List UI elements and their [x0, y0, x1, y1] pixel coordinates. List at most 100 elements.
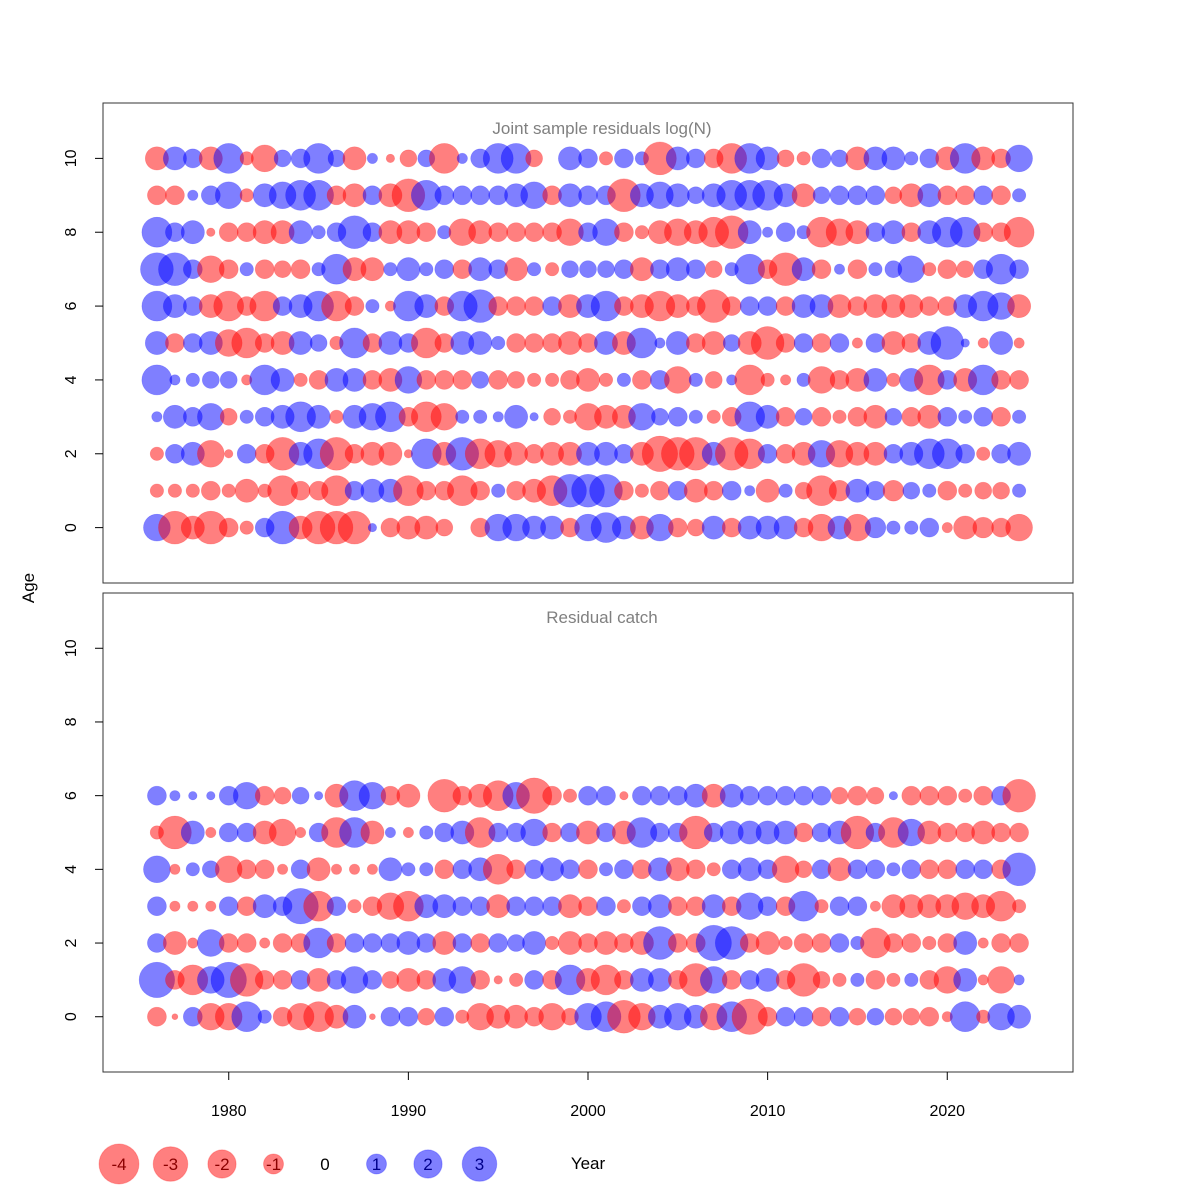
residual-bubble [452, 933, 473, 953]
y-tick-label: 8 [63, 228, 80, 237]
residual-bubble [165, 333, 185, 353]
residual-bubble [231, 1001, 263, 1033]
residual-bubble [185, 372, 200, 387]
residual-bubble [654, 337, 666, 349]
residual-bubble [847, 185, 868, 206]
residual-bubble [863, 441, 888, 466]
residual-bubble [886, 862, 901, 877]
x-tick-label: 1980 [211, 1103, 247, 1120]
residual-bubble [704, 371, 723, 389]
residual-bubble [344, 296, 365, 316]
residual-bubble [755, 478, 780, 503]
residual-bubble [917, 404, 942, 429]
residual-bubble [493, 975, 503, 985]
residual-bubble [776, 149, 795, 168]
residual-bubble [385, 153, 395, 163]
legend-label: -3 [163, 1155, 178, 1174]
x-tick-label: 1990 [391, 1103, 427, 1120]
residual-bubble [293, 372, 308, 387]
residual-bubble [794, 860, 813, 879]
residual-bubble [428, 143, 460, 174]
residual-bubble [811, 933, 832, 953]
residual-bubble [1007, 294, 1032, 319]
residual-bubble [902, 1007, 921, 1026]
residual-bubble [619, 791, 629, 801]
residual-bubble [1012, 483, 1027, 498]
residual-bubble [259, 937, 271, 949]
residual-bubble [703, 480, 724, 501]
residual-bubble [149, 483, 164, 498]
residual-bubble [973, 406, 994, 427]
residual-bubble [524, 970, 544, 990]
residual-bubble [991, 370, 1011, 390]
legend-label: -4 [111, 1155, 126, 1174]
residual-bubble [272, 970, 293, 990]
residual-bubble [651, 407, 669, 426]
residual-bubble [187, 189, 199, 201]
residual-bubble [470, 480, 491, 501]
residual-bubble [686, 518, 705, 537]
residual-bubble [634, 483, 649, 498]
y-tick-label: 0 [63, 1012, 80, 1021]
residual-bubble [254, 859, 275, 880]
residual-bubble [829, 933, 850, 953]
residual-bubble [488, 370, 509, 390]
residual-bubble [901, 859, 922, 880]
residual-bubble [793, 933, 814, 953]
residual-bubble [288, 331, 313, 355]
residual-bubble [188, 791, 198, 801]
residual-bubble [667, 406, 688, 427]
residual-bubble [506, 859, 526, 880]
residual-bubble [632, 370, 652, 390]
residual-bubble [845, 220, 870, 245]
legend-bubble [413, 1149, 443, 1179]
residual-bubble [169, 374, 181, 386]
residual-bubble [901, 933, 922, 953]
residual-bubble [721, 296, 742, 316]
residual-bubble [288, 220, 313, 245]
residual-bubble [239, 262, 254, 277]
residual-bubble [937, 785, 958, 806]
residual-bubble [205, 826, 217, 838]
residual-bubble [811, 1006, 832, 1027]
residual-bubble [396, 783, 421, 808]
y-tick-label: 4 [63, 375, 80, 384]
legend-bubble [263, 1153, 284, 1175]
residual-bubble [865, 970, 886, 990]
residual-bubble [205, 900, 217, 912]
residual-bubble [504, 404, 529, 429]
residual-bubble [722, 334, 741, 352]
residual-bubble [775, 1006, 796, 1027]
legend-label: 2 [423, 1155, 432, 1174]
residual-bubble [811, 785, 832, 806]
residual-bubble [955, 443, 976, 464]
residual-bubble [219, 407, 238, 426]
residual-bubble [614, 480, 634, 501]
residual-bubble [775, 785, 796, 806]
residual-bubble [197, 440, 225, 468]
residual-bubble [919, 517, 940, 538]
residual-bubble [991, 406, 1011, 427]
residual-bubble [295, 826, 307, 838]
residual-bubble [543, 407, 561, 426]
residual-bubble [650, 480, 670, 501]
residual-bubble [378, 441, 403, 466]
residual-bubble [960, 338, 970, 348]
residual-bubble [832, 972, 847, 987]
residual-bubble [314, 791, 324, 801]
residual-bubble [974, 481, 993, 500]
residual-bubble [218, 259, 239, 280]
residual-bubble [719, 783, 744, 808]
residual-bubble [701, 515, 726, 540]
residual-bubble [147, 896, 167, 917]
residual-bubble [507, 934, 525, 952]
residual-bubble [775, 333, 796, 353]
residual-bubble [347, 899, 362, 914]
residual-bubble [366, 863, 378, 875]
residual-bubble [737, 220, 762, 245]
residual-bubble [378, 331, 403, 355]
residual-bubble [773, 820, 798, 845]
residual-bubble [848, 1007, 867, 1026]
residual-bubble [414, 294, 439, 319]
residual-bubble [218, 933, 239, 953]
